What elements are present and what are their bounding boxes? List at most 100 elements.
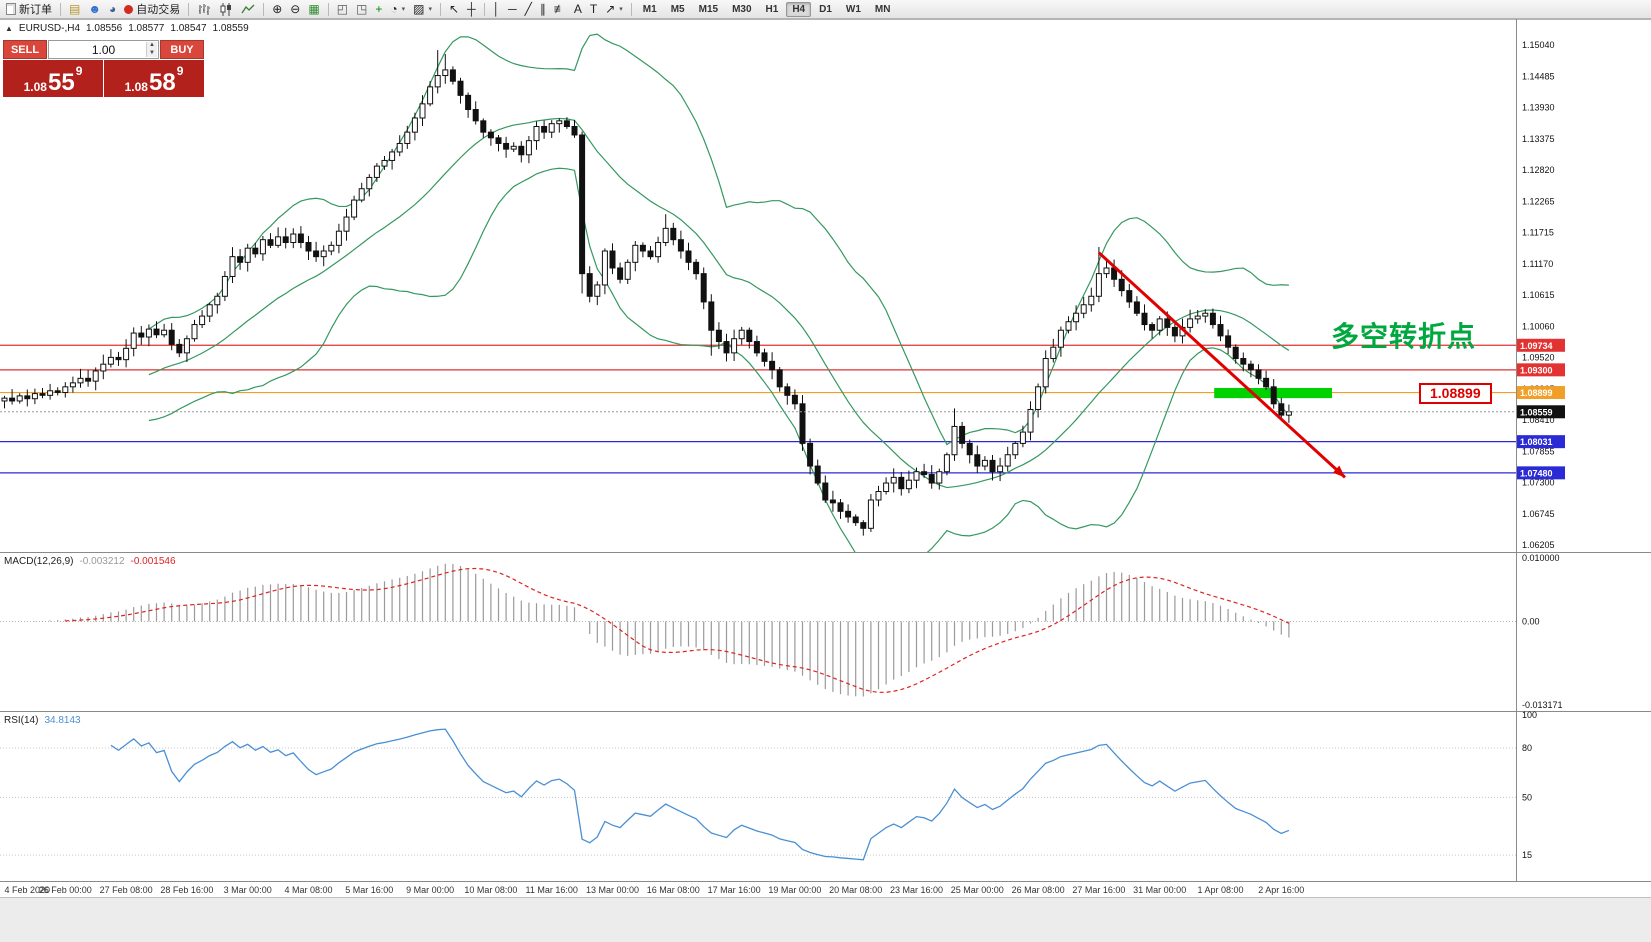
- autotrading-button[interactable]: 自动交易: [121, 1, 183, 18]
- timeframe-h1[interactable]: H1: [765, 3, 779, 15]
- timeframe-w1[interactable]: W1: [845, 3, 861, 15]
- candle: [1080, 296, 1087, 319]
- candle-body: [1187, 318, 1194, 328]
- channel-icon[interactable]: ∥: [537, 1, 549, 18]
- volume-spinner[interactable]: ▲ ▼: [146, 42, 157, 57]
- candle: [807, 438, 814, 475]
- new-order-button[interactable]: 新订单: [3, 1, 55, 18]
- timeframe-m15[interactable]: M15: [698, 3, 719, 15]
- candle: [913, 467, 920, 489]
- current-price-badge: 1.08559: [1517, 405, 1565, 419]
- candle: [784, 383, 791, 405]
- volume-input[interactable]: 1.00 ▲ ▼: [48, 40, 159, 59]
- timeframe-m1[interactable]: M1: [642, 3, 657, 15]
- candle-body: [313, 250, 320, 258]
- one-click-collapse-icon[interactable]: ▲: [5, 24, 13, 33]
- candle: [62, 382, 69, 398]
- horizontal-line-icon[interactable]: ─: [505, 1, 520, 18]
- trend-arrow-line[interactable]: [1097, 251, 1347, 479]
- candle-body: [495, 137, 502, 144]
- candle-body: [807, 442, 814, 467]
- zoom-out-icon[interactable]: ⊖: [287, 1, 303, 18]
- zoom-in-icon[interactable]: ⊕: [269, 1, 285, 18]
- crosshair-icon[interactable]: ┼: [464, 1, 479, 18]
- bar-chart-icon[interactable]: [194, 1, 214, 18]
- candle: [1278, 397, 1285, 420]
- fibonacci-icon[interactable]: ≢: [551, 1, 569, 18]
- candle-body: [358, 188, 365, 201]
- timeframe-mn[interactable]: MN: [874, 3, 891, 15]
- ask-price-display[interactable]: 1.08 58 9: [104, 60, 204, 97]
- candle: [731, 329, 738, 362]
- price-axis-label: 1.06205: [1522, 540, 1555, 550]
- vertical-line-icon[interactable]: │: [490, 1, 504, 18]
- time-axis-label: 16 Mar 08:00: [646, 885, 700, 895]
- candle: [981, 456, 988, 471]
- candlestick-chart-icon[interactable]: [216, 1, 236, 18]
- candle: [883, 477, 890, 495]
- add-indicator-icon: +: [375, 2, 383, 16]
- time-axis-label: 26 Mar 08:00: [1011, 885, 1065, 895]
- candle-body: [1141, 312, 1148, 326]
- timeframe-m5[interactable]: M5: [670, 3, 685, 15]
- cursor-icon[interactable]: ↖: [446, 1, 462, 18]
- sell-button[interactable]: SELL: [3, 40, 47, 59]
- tile-windows-icon[interactable]: ▦: [305, 1, 322, 18]
- candle: [1187, 309, 1194, 333]
- candle: [176, 339, 183, 358]
- macd-pane[interactable]: MACD(12,26,9) -0.003212 -0.001546 0.010000…: [0, 552, 1651, 711]
- price-axis[interactable]: 1.15040 1.14485 1.13930 1.13375 1.12820 1.122…: [1522, 40, 1555, 550]
- candle: [1202, 309, 1209, 323]
- annotation-text[interactable]: 多空转折点: [1331, 321, 1477, 352]
- bid-price-display[interactable]: 1.08 55 9: [3, 60, 103, 97]
- profiles-icon[interactable]: ☻: [85, 1, 104, 18]
- crosshair-icon: ┼: [467, 2, 476, 16]
- candle: [221, 271, 228, 302]
- price-callout[interactable]: 1.08899: [1419, 383, 1492, 404]
- candle: [829, 490, 836, 512]
- buy-button[interactable]: BUY: [160, 40, 204, 59]
- arrows-icon[interactable]: ↗ ▾: [602, 1, 626, 18]
- candle: [434, 50, 441, 94]
- price-axis-label: 1.07300: [1522, 478, 1555, 488]
- cascade-windows-icon[interactable]: ◳: [353, 1, 370, 18]
- volume-down-icon[interactable]: ▼: [147, 49, 157, 57]
- cascade-windows-icon: ◳: [356, 2, 368, 16]
- candle: [1004, 446, 1011, 472]
- candle-body: [1270, 386, 1277, 405]
- label-icon[interactable]: T: [587, 1, 600, 18]
- macd-main-value: -0.003212: [79, 556, 124, 567]
- candle: [16, 393, 23, 404]
- price-chart-pane[interactable]: 1.15040 1.14485 1.13930 1.13375 1.12820 1.122…: [0, 19, 1651, 552]
- market-watch-icon[interactable]: ◕: [106, 1, 119, 18]
- add-indicator-icon[interactable]: +: [372, 1, 385, 18]
- line-chart-icon[interactable]: [238, 1, 258, 18]
- candle: [997, 457, 1004, 482]
- timeframe-h4[interactable]: H4: [786, 1, 812, 17]
- timeframe-m30[interactable]: M30: [732, 3, 752, 15]
- trendline-icon[interactable]: ╱: [522, 1, 535, 18]
- candle: [389, 148, 396, 170]
- bid-point: 9: [75, 64, 83, 78]
- volume-value: 1.00: [91, 42, 116, 57]
- rsi-pane[interactable]: RSI(14) 34.8143 100 80 50 15: [0, 711, 1651, 881]
- candle: [814, 459, 821, 486]
- candle: [921, 463, 928, 478]
- candle-body: [563, 120, 570, 127]
- candle-body: [472, 109, 479, 122]
- candle: [1156, 316, 1163, 336]
- time-axis[interactable]: 4 Feb 2020 26 Feb 00:00 27 Feb 08:00 28 Feb…: [0, 881, 1651, 897]
- timeframe-d1[interactable]: D1: [819, 3, 832, 15]
- volume-up-icon[interactable]: ▲: [147, 42, 157, 50]
- templates-icon[interactable]: ▨ ▾: [410, 1, 435, 18]
- new-chart-icon[interactable]: ▤: [66, 1, 83, 18]
- candle: [1194, 309, 1201, 324]
- candle: [457, 77, 464, 104]
- candle: [548, 120, 555, 138]
- text-icon[interactable]: A: [571, 1, 585, 18]
- candle-body: [708, 301, 715, 331]
- periods-icon[interactable]: ◔ ▾: [387, 1, 408, 18]
- candle: [1065, 316, 1072, 334]
- arrange-windows-icon[interactable]: ◰: [334, 1, 351, 18]
- candle-body: [769, 360, 776, 371]
